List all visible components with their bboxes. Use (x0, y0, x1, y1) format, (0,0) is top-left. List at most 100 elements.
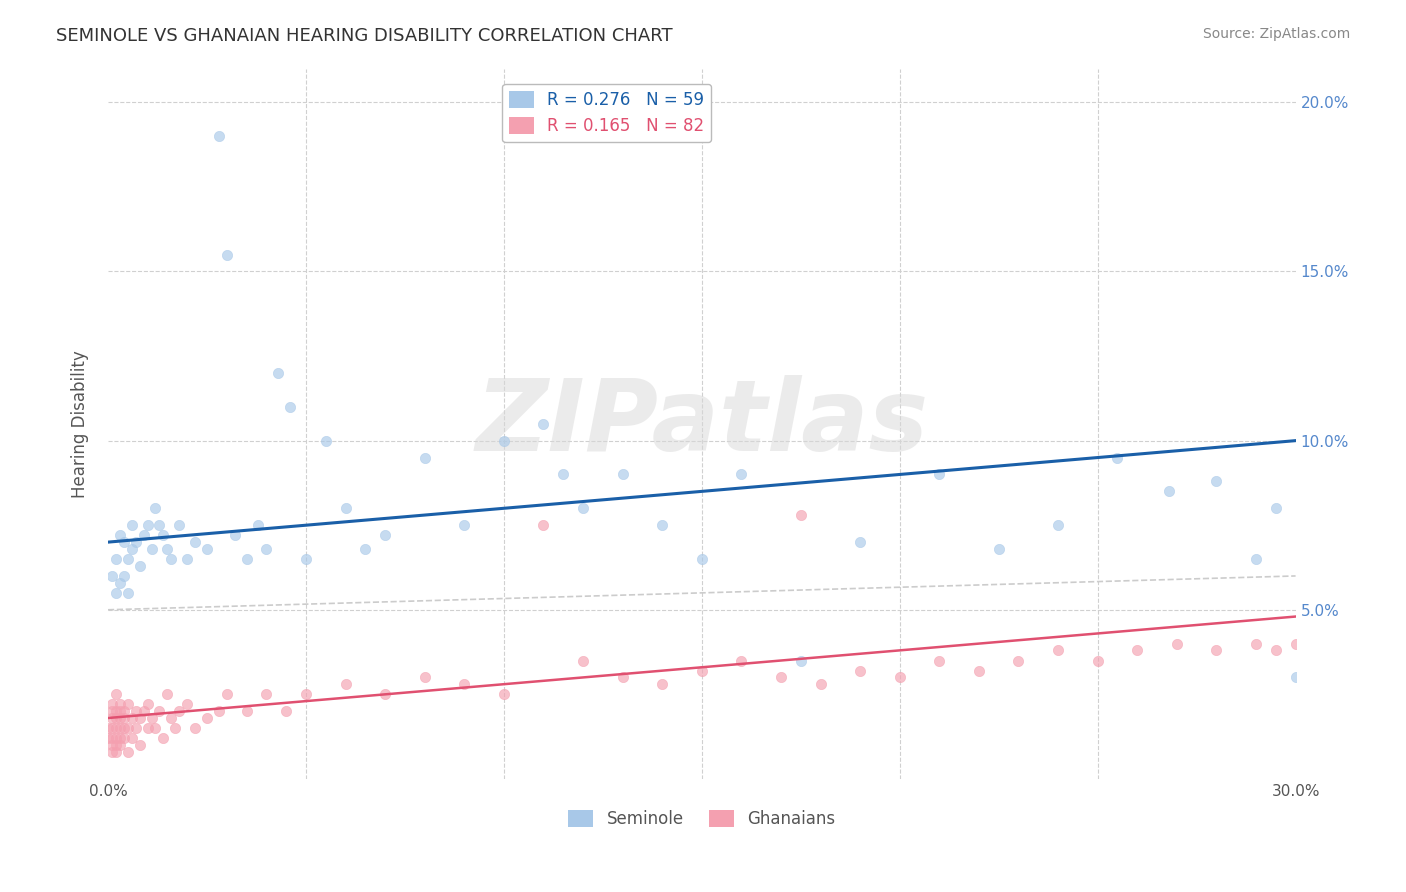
Point (215, 247, 238, 261)
Point (160, 711, 183, 725)
Point (1284, 637, 1306, 651)
Point (208, 704, 231, 718)
Point (108, 738, 131, 752)
Point (101, 721, 124, 735)
Point (612, 467, 634, 482)
Point (132, 704, 155, 718)
Point (254, 541, 277, 556)
Point (928, 653, 950, 667)
Point (108, 575, 131, 590)
Point (1087, 653, 1109, 667)
Point (374, 528, 396, 542)
Point (413, 450, 436, 465)
Point (195, 541, 218, 556)
Point (136, 721, 159, 735)
Point (572, 501, 595, 516)
Point (117, 552, 139, 566)
Point (1047, 643, 1070, 657)
Point (1205, 474, 1227, 488)
Point (315, 434, 337, 448)
Point (278, 400, 301, 414)
Point (148, 518, 170, 533)
Point (145, 721, 167, 735)
Point (453, 677, 475, 691)
Point (112, 711, 135, 725)
Point (141, 541, 163, 556)
Point (889, 670, 911, 684)
Point (492, 687, 515, 701)
Point (1284, 670, 1306, 684)
Point (492, 434, 515, 448)
Point (453, 518, 475, 533)
Point (104, 711, 127, 725)
Text: Source: ZipAtlas.com: Source: ZipAtlas.com (1202, 27, 1350, 41)
Point (141, 711, 163, 725)
Point (104, 552, 127, 566)
Point (112, 569, 135, 583)
Point (690, 552, 713, 566)
Point (104, 738, 127, 752)
Point (145, 501, 167, 516)
Point (374, 687, 396, 701)
Point (1007, 653, 1029, 667)
Point (104, 704, 127, 718)
Point (97, 721, 120, 735)
Point (125, 704, 148, 718)
Point (156, 687, 179, 701)
Point (101, 711, 124, 725)
Point (987, 541, 1010, 556)
Point (125, 721, 148, 735)
Legend: Seminole, Ghanaians: Seminole, Ghanaians (561, 803, 842, 835)
Point (651, 677, 673, 691)
Point (156, 541, 179, 556)
Point (108, 721, 131, 735)
Point (790, 653, 813, 667)
Point (176, 698, 198, 712)
Point (810, 677, 832, 691)
Point (533, 417, 555, 431)
Point (553, 467, 575, 482)
Point (1157, 484, 1180, 499)
Point (101, 731, 124, 746)
Point (104, 745, 127, 759)
Point (1126, 643, 1149, 657)
Point (117, 721, 139, 735)
Point (247, 518, 270, 533)
Point (215, 687, 238, 701)
Point (167, 518, 190, 533)
Y-axis label: Hearing Disability: Hearing Disability (72, 350, 89, 498)
Point (128, 558, 150, 573)
Point (121, 518, 143, 533)
Text: ZIPatlas: ZIPatlas (475, 376, 928, 472)
Point (104, 687, 127, 701)
Point (112, 721, 135, 735)
Point (195, 711, 218, 725)
Point (184, 721, 207, 735)
Point (176, 552, 198, 566)
Point (1166, 637, 1188, 651)
Point (152, 731, 174, 746)
Point (101, 569, 124, 583)
Point (136, 518, 159, 533)
Point (790, 508, 813, 522)
Point (335, 677, 357, 691)
Point (108, 704, 131, 718)
Point (117, 698, 139, 712)
Point (295, 552, 318, 566)
Point (254, 687, 277, 701)
Point (967, 664, 990, 678)
Point (112, 535, 135, 549)
Point (224, 528, 246, 542)
Point (121, 541, 143, 556)
Point (184, 535, 207, 549)
Point (690, 664, 713, 678)
Point (121, 731, 143, 746)
Point (101, 698, 124, 712)
Point (276, 704, 298, 718)
Point (612, 670, 634, 684)
Point (97, 731, 120, 746)
Point (1244, 552, 1267, 566)
Point (730, 653, 752, 667)
Point (1264, 643, 1286, 657)
Point (928, 467, 950, 482)
